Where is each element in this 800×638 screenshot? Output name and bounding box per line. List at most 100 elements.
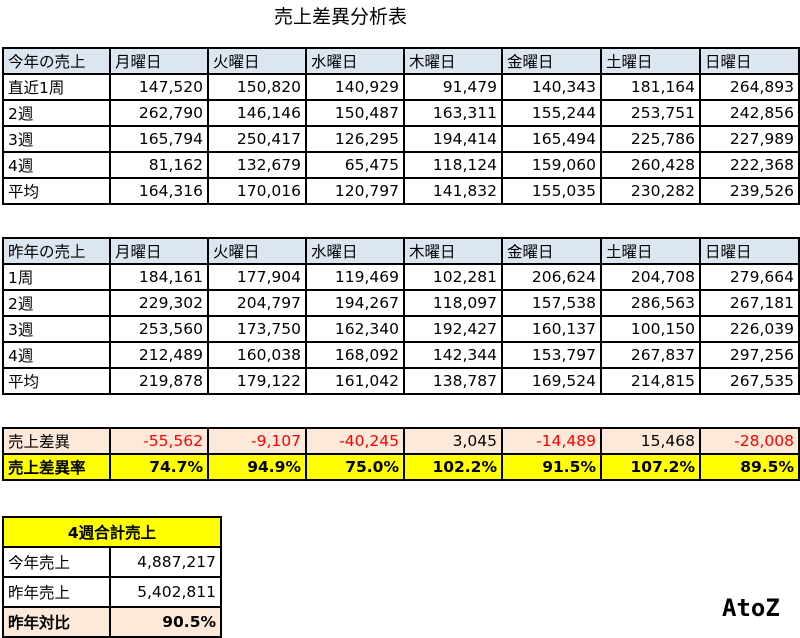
table-header-row: 今年の売上 月曜日 火曜日 水曜日 木曜日 金曜日 土曜日 日曜日	[2, 47, 800, 75]
table-cell: -14,489	[501, 427, 602, 455]
day-header: 日曜日	[699, 47, 800, 75]
table-cell: 163,311	[403, 99, 503, 127]
table-cell: -28,008	[699, 427, 800, 455]
table-cell: 181,164	[600, 73, 701, 101]
table-cell: 65,475	[305, 151, 405, 179]
row-label: 売上差異	[2, 427, 111, 455]
table-cell: 132,679	[207, 151, 307, 179]
table-cell: 126,295	[305, 125, 405, 153]
day-header: 火曜日	[207, 237, 307, 265]
table-cell: 3,045	[403, 427, 503, 455]
table-cell: 147,520	[109, 73, 209, 101]
table-row: 2週 229,302 204,797 194,267 118,097 157,5…	[2, 289, 800, 317]
difference-table: 売上差異 -55,562 -9,107 -40,245 3,045 -14,48…	[2, 427, 800, 481]
table-cell: 297,256	[699, 341, 800, 369]
table-cell: 264,893	[699, 73, 800, 101]
table-row: 昨年対比 90.5%	[2, 606, 223, 638]
table-cell: 142,344	[403, 341, 503, 369]
table-cell: 153,797	[501, 341, 602, 369]
table-cell: 225,786	[600, 125, 701, 153]
table-cell: 140,929	[305, 73, 405, 101]
table-cell: 214,815	[600, 367, 701, 395]
table-header-row: 昨年の売上 月曜日 火曜日 水曜日 木曜日 金曜日 土曜日 日曜日	[2, 237, 800, 265]
table-cell: 165,794	[109, 125, 209, 153]
day-header: 木曜日	[403, 47, 503, 75]
table-cell: 168,092	[305, 341, 405, 369]
table-cell: 150,487	[305, 99, 405, 127]
table-cell: 4,887,217	[108, 546, 223, 578]
table-cell: 192,427	[403, 315, 503, 343]
table-cell: 120,797	[305, 177, 405, 205]
table-cell: 118,097	[403, 289, 503, 317]
day-header: 日曜日	[699, 237, 800, 265]
average-row: 平均 219,878 179,122 161,042 138,787 169,5…	[2, 367, 800, 395]
table-cell: 262,790	[109, 99, 209, 127]
summary-title: 4週合計売上	[1, 516, 223, 548]
row-header: 今年の売上	[2, 47, 111, 75]
table-cell: 102,281	[403, 263, 503, 291]
table-cell: 118,124	[403, 151, 503, 179]
table-row: 直近1周 147,520 150,820 140,929 91,479 140,…	[2, 73, 800, 101]
table-cell: 267,837	[600, 341, 701, 369]
day-header: 土曜日	[600, 47, 701, 75]
table-cell: 91,479	[403, 73, 503, 101]
table-cell: 162,340	[305, 315, 405, 343]
day-header: 土曜日	[600, 237, 701, 265]
table-cell: 155,035	[501, 177, 602, 205]
row-label: 昨年対比	[2, 606, 111, 638]
table-cell: 165,494	[501, 125, 602, 153]
table-cell: 141,832	[403, 177, 503, 205]
table-cell: 119,469	[305, 263, 405, 291]
row-label: 平均	[2, 367, 111, 395]
table-cell: 160,038	[207, 341, 307, 369]
table-cell: 279,664	[699, 263, 800, 291]
summary-title-row: 4週合計売上	[1, 516, 223, 548]
table-cell: 75.0%	[305, 453, 405, 481]
page-title: 売上差異分析表	[274, 6, 408, 28]
table-cell: 204,708	[600, 263, 701, 291]
average-row: 平均 164,316 170,016 120,797 141,832 155,0…	[2, 177, 800, 205]
row-header: 昨年の売上	[2, 237, 111, 265]
table-row: 3週 253,560 173,750 162,340 192,427 160,1…	[2, 315, 800, 343]
row-label: 2週	[2, 289, 111, 317]
table-cell: 107.2%	[600, 453, 701, 481]
day-header: 月曜日	[109, 237, 209, 265]
table-cell: 229,302	[109, 289, 209, 317]
table-cell: 138,787	[403, 367, 503, 395]
table-cell: 150,820	[207, 73, 307, 101]
table-cell: 226,039	[699, 315, 800, 343]
table-row: 4週 81,162 132,679 65,475 118,124 159,060…	[2, 151, 800, 179]
table-cell: 212,489	[109, 341, 209, 369]
table-cell: 239,526	[699, 177, 800, 205]
table-cell: 100,150	[600, 315, 701, 343]
table-cell: 5,402,811	[108, 576, 223, 608]
table-cell: -55,562	[109, 427, 209, 455]
table-cell: 15,468	[600, 427, 701, 455]
row-label: 4週	[2, 341, 111, 369]
table-cell: 253,751	[600, 99, 701, 127]
day-header: 木曜日	[403, 237, 503, 265]
table-cell: 169,524	[501, 367, 602, 395]
table-cell: 184,161	[109, 263, 209, 291]
table-cell: 155,244	[501, 99, 602, 127]
this-year-table: 今年の売上 月曜日 火曜日 水曜日 木曜日 金曜日 土曜日 日曜日 直近1周 1…	[2, 47, 800, 205]
table-cell: -40,245	[305, 427, 405, 455]
table-cell: 206,624	[501, 263, 602, 291]
table-cell: 89.5%	[699, 453, 800, 481]
row-label: 3週	[2, 315, 111, 343]
table-row: 昨年売上 5,402,811	[2, 576, 223, 608]
table-cell: 204,797	[207, 289, 307, 317]
day-header: 水曜日	[305, 237, 405, 265]
row-label: 今年売上	[2, 546, 111, 578]
table-row: 2週 262,790 146,146 150,487 163,311 155,2…	[2, 99, 800, 127]
table-cell: 194,414	[403, 125, 503, 153]
table-cell: 164,316	[109, 177, 209, 205]
table-cell: 194,267	[305, 289, 405, 317]
table-cell: 160,137	[501, 315, 602, 343]
table-cell: 102.2%	[403, 453, 503, 481]
table-cell: 219,878	[109, 367, 209, 395]
four-week-summary-table: 4週合計売上 今年売上 4,887,217 昨年売上 5,402,811 昨年対…	[1, 516, 223, 638]
table-cell: 161,042	[305, 367, 405, 395]
row-label: 2週	[2, 99, 111, 127]
table-cell: 170,016	[207, 177, 307, 205]
